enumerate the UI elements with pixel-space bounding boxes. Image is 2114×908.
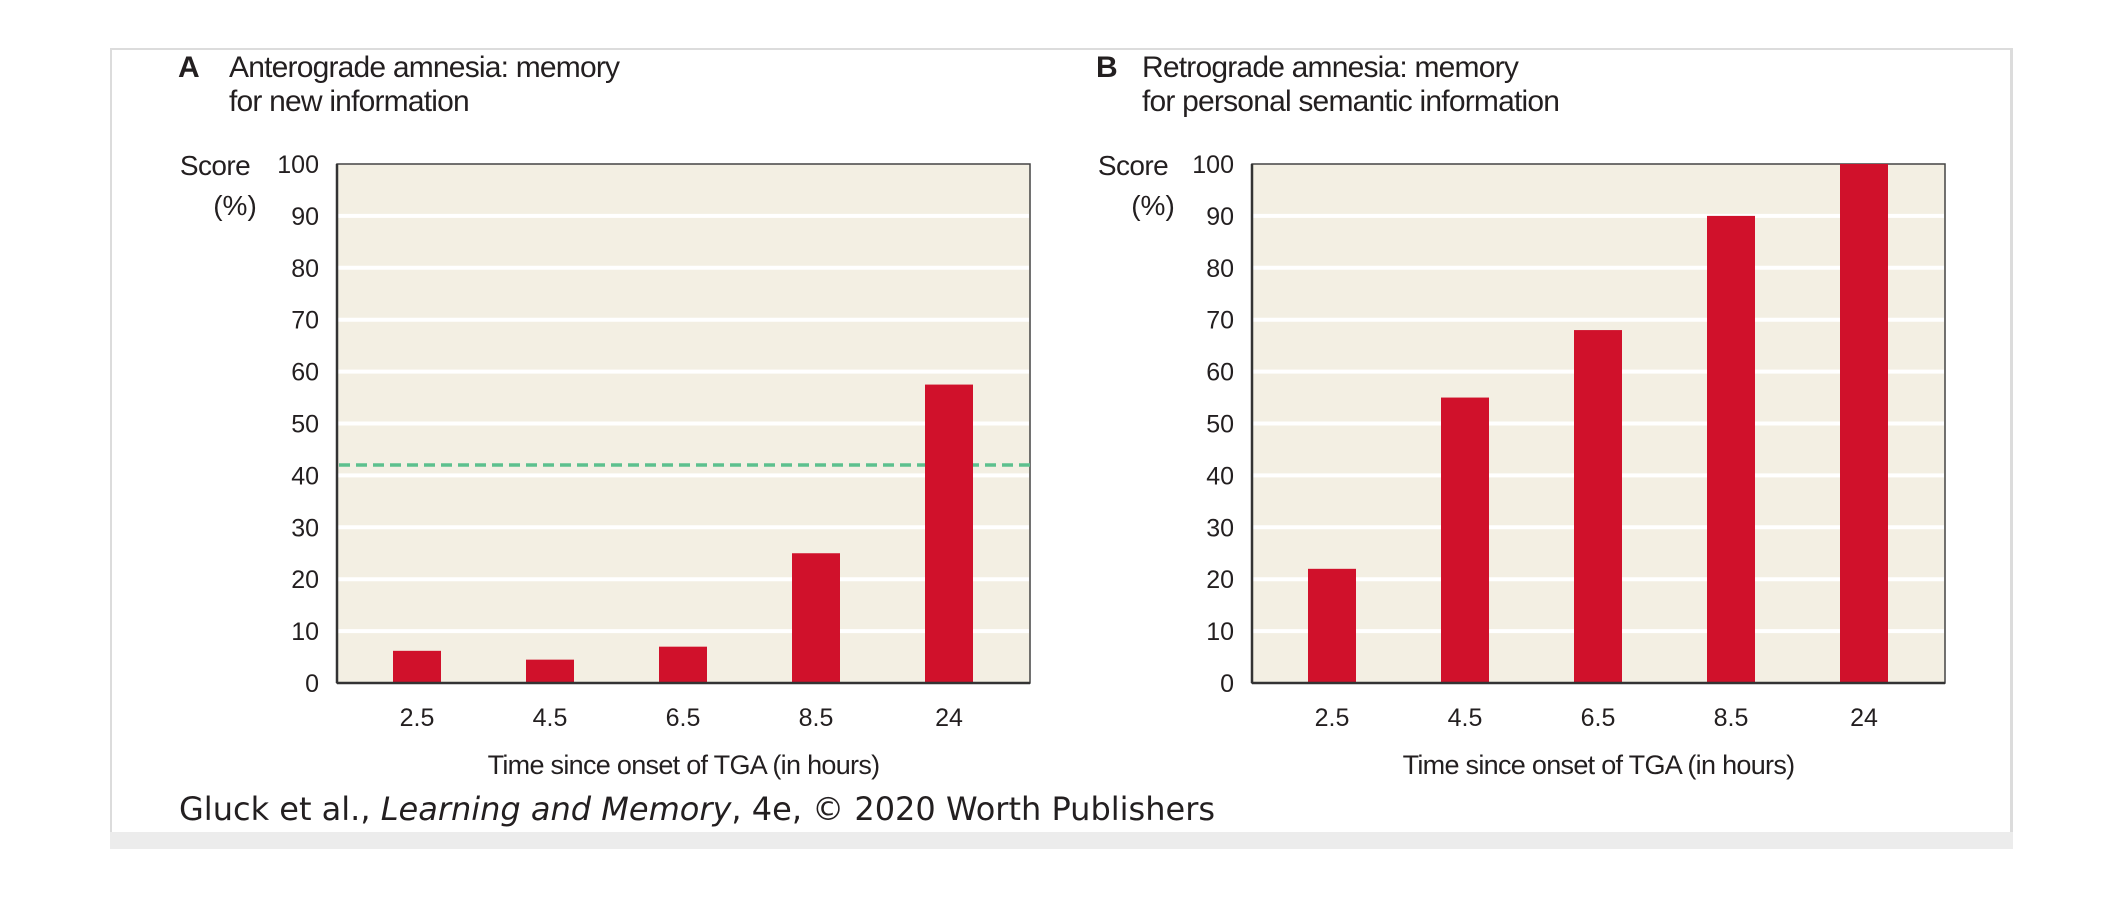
y-tick-label: 0: [305, 670, 319, 698]
bar-24: [1840, 164, 1888, 683]
x-tick-label: 2.5: [1315, 704, 1350, 732]
y-axis-label: Score: [1098, 150, 1168, 181]
credit-prefix: Gluck et al.,: [179, 790, 381, 828]
bar-2.5: [1308, 568, 1356, 683]
y-tick-label: 60: [291, 359, 319, 387]
y-tick-label: 10: [291, 618, 319, 646]
y-axis-label: Score: [180, 150, 250, 181]
y-tick-label: 50: [291, 411, 319, 439]
figure-bottom-band: [110, 832, 2013, 849]
credit-book-title: Learning and Memory: [381, 790, 733, 828]
panel-letter: A: [178, 51, 200, 84]
y-tick-label: 80: [291, 255, 319, 283]
y-tick-label: 100: [1192, 151, 1234, 179]
y-tick-label: 20: [1206, 566, 1234, 594]
y-tick-label: 90: [1206, 203, 1234, 231]
x-tick-label: 24: [935, 704, 963, 732]
y-axis-label-unit: (%): [1131, 190, 1175, 221]
y-tick-label: 70: [291, 307, 319, 335]
bar-4.5: [1441, 397, 1489, 683]
bar-6.5: [1574, 330, 1622, 683]
figure-frame: [110, 48, 2013, 849]
bar-2.5: [393, 650, 441, 683]
y-tick-label: 60: [1206, 359, 1234, 387]
y-tick-label: 20: [291, 566, 319, 594]
chart-title-line: Anterograde amnesia: memory: [229, 51, 620, 84]
bar-8.5: [792, 553, 840, 683]
chart-title-line: for new information: [229, 85, 469, 118]
credit-line: Gluck et al., Learning and Memory, 4e, ©…: [179, 790, 1215, 828]
chart-title-line: for personal semantic information: [1142, 85, 1559, 118]
y-tick-label: 80: [1206, 255, 1234, 283]
x-axis-title: Time since onset of TGA (in hours): [1403, 750, 1795, 780]
y-tick-label: 10: [1206, 618, 1234, 646]
bar-4.5: [526, 659, 574, 683]
bar-24: [925, 384, 973, 683]
x-tick-label: 4.5: [1448, 704, 1483, 732]
chart-title-line: Retrograde amnesia: memory: [1142, 51, 1519, 84]
y-tick-label: 30: [1206, 514, 1234, 542]
y-tick-label: 40: [1206, 462, 1234, 490]
x-tick-label: 8.5: [799, 704, 834, 732]
x-tick-label: 24: [1850, 704, 1878, 732]
y-tick-label: 70: [1206, 307, 1234, 335]
y-axis-label-unit: (%): [213, 190, 257, 221]
credit-suffix: , 4e, © 2020 Worth Publishers: [731, 790, 1215, 828]
y-tick-label: 50: [1206, 411, 1234, 439]
x-tick-label: 4.5: [533, 704, 568, 732]
x-tick-label: 8.5: [1714, 704, 1749, 732]
y-tick-label: 0: [1220, 670, 1234, 698]
panel-letter: B: [1096, 51, 1118, 84]
x-tick-label: 2.5: [400, 704, 435, 732]
y-tick-label: 100: [277, 151, 319, 179]
y-tick-label: 40: [291, 462, 319, 490]
x-tick-label: 6.5: [1581, 704, 1616, 732]
y-tick-label: 30: [291, 514, 319, 542]
x-axis-title: Time since onset of TGA (in hours): [488, 750, 880, 780]
x-tick-label: 6.5: [666, 704, 701, 732]
bar-6.5: [659, 646, 707, 683]
y-tick-label: 90: [291, 203, 319, 231]
bar-8.5: [1707, 215, 1755, 683]
